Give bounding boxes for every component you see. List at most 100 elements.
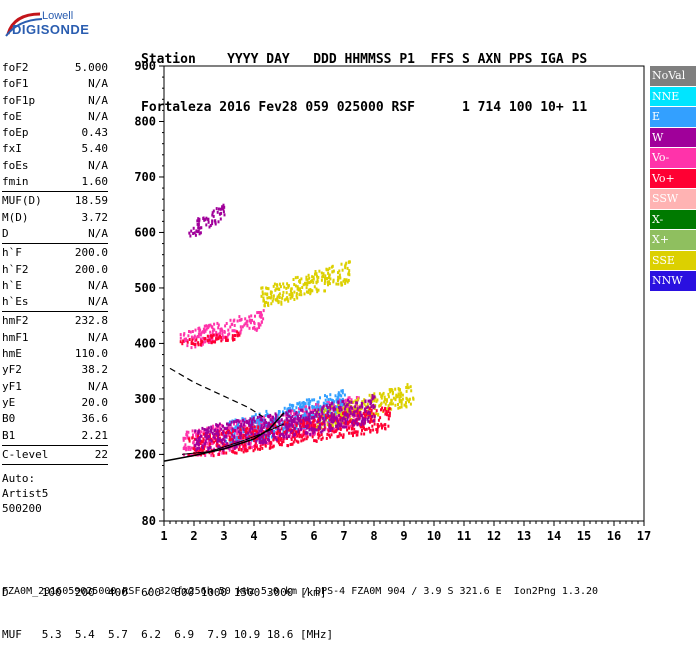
echo-point <box>347 271 350 275</box>
echo-point <box>337 403 340 407</box>
echo-point <box>317 417 320 421</box>
echo-point <box>269 418 272 422</box>
echo-point <box>356 430 359 434</box>
echo-point <box>288 419 291 423</box>
echo-point <box>291 419 294 422</box>
x-tick-label: 9 <box>400 529 407 543</box>
echo-point <box>355 407 358 411</box>
param-row-b0: B0 36.6 <box>2 411 108 427</box>
echo-point <box>365 413 368 417</box>
echo-point <box>197 223 200 226</box>
echo-point <box>240 431 243 435</box>
echo-point <box>210 325 213 328</box>
echo-point <box>315 272 318 276</box>
param-row-fof1p: foF1p N/A <box>2 93 108 109</box>
echo-point <box>186 344 189 348</box>
echo-point <box>331 424 334 427</box>
echo-point <box>330 433 333 437</box>
echo-point <box>194 328 197 332</box>
echo-point <box>328 280 330 284</box>
x-tick-label: 5 <box>280 529 287 543</box>
echo-point <box>293 409 296 413</box>
echo-point <box>265 433 268 437</box>
echo-point <box>284 423 287 427</box>
echo-point <box>337 434 340 438</box>
param-value: 200.0 <box>74 262 108 276</box>
echo-point <box>370 408 373 412</box>
echo-point <box>231 449 234 453</box>
echo-point <box>209 428 212 432</box>
echo-point <box>287 435 290 439</box>
echo-point <box>292 420 295 423</box>
echo-point <box>286 408 289 412</box>
echo-point <box>316 404 319 408</box>
echo-point <box>338 424 341 428</box>
echo-point <box>299 414 302 418</box>
echo-point <box>371 394 374 398</box>
param-name: B0 <box>2 412 16 426</box>
echo-point <box>300 426 303 429</box>
echo-point <box>363 402 366 406</box>
echo-point <box>221 329 224 333</box>
echo-point <box>222 430 225 434</box>
legend-item-sse: SSE <box>650 250 696 270</box>
echo-point <box>346 266 349 270</box>
echo-point <box>340 262 343 266</box>
echo-point <box>398 400 401 404</box>
echo-point <box>331 270 334 274</box>
echo-point <box>205 437 208 440</box>
echo-point <box>299 424 302 428</box>
echo-point <box>226 422 228 426</box>
echo-point <box>309 421 312 425</box>
echo-point <box>260 320 263 324</box>
echo-point <box>225 451 228 455</box>
echo-point <box>394 387 397 391</box>
echo-point <box>310 424 313 428</box>
echo-point <box>190 335 193 339</box>
echo-point <box>249 420 252 424</box>
echo-point <box>400 400 403 404</box>
echo-point <box>372 419 375 423</box>
echo-point <box>337 417 340 421</box>
echo-point <box>194 437 196 441</box>
x-tick-label: 6 <box>310 529 317 543</box>
echo-point <box>390 402 393 406</box>
echo-point <box>243 420 246 424</box>
header-label-s: S <box>461 52 470 67</box>
echo-point <box>388 407 391 411</box>
echo-point <box>406 383 409 387</box>
echo-point <box>202 340 205 344</box>
echo-point <box>252 444 255 448</box>
echo-point <box>340 283 343 287</box>
echo-point <box>235 451 238 455</box>
echo-point <box>244 436 247 439</box>
echo-point <box>206 334 209 338</box>
echo-point <box>350 398 353 402</box>
echo-point <box>217 435 219 439</box>
echo-point <box>323 428 326 432</box>
echo-point <box>266 425 269 429</box>
echo-point <box>259 415 261 418</box>
echo-point <box>317 420 320 424</box>
echo-point <box>283 285 286 289</box>
echo-point <box>389 390 392 394</box>
echo-point <box>351 425 354 429</box>
echo-point <box>193 336 196 340</box>
echo-point <box>233 318 236 322</box>
echo-point <box>238 445 241 449</box>
echo-point <box>329 411 332 415</box>
echo-point <box>332 415 335 419</box>
echo-point <box>212 424 215 428</box>
echo-point <box>298 410 300 414</box>
echo-point <box>237 331 240 335</box>
echo-point <box>333 427 336 431</box>
echo-point <box>395 395 398 399</box>
echo-point <box>333 413 336 417</box>
echo-point <box>260 437 263 441</box>
echo-point <box>299 405 301 409</box>
echo-point <box>276 284 279 287</box>
echo-point <box>314 270 317 273</box>
echo-point <box>300 435 303 439</box>
echo-point <box>289 409 292 413</box>
echo-point <box>230 429 233 433</box>
